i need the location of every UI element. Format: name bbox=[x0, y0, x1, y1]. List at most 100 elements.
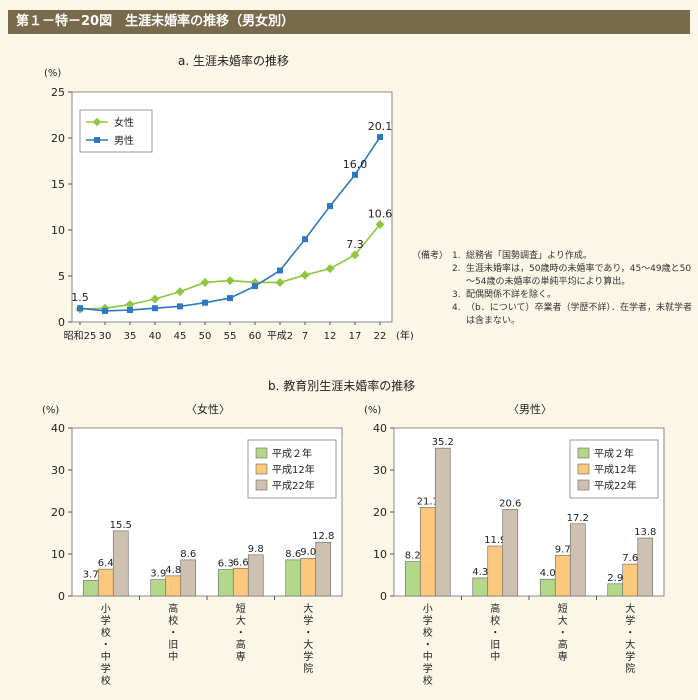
data-point-male bbox=[177, 303, 183, 310]
data-point-male bbox=[277, 267, 283, 274]
note-num: 2. bbox=[452, 264, 461, 274]
data-point-female bbox=[350, 250, 360, 260]
y-tick-label: 0 bbox=[58, 590, 65, 603]
data-label: 16.0 bbox=[343, 158, 368, 171]
category-label-char: 大 bbox=[236, 614, 246, 627]
y-tick-label: 30 bbox=[373, 464, 387, 477]
category-label-char: 専 bbox=[236, 651, 246, 663]
data-point-male bbox=[352, 171, 358, 178]
category-label-char: ・ bbox=[101, 640, 111, 651]
y-tick-label: 5 bbox=[58, 270, 65, 283]
y-tick-label: 0 bbox=[58, 316, 65, 329]
bar bbox=[180, 559, 197, 597]
bar-value-label: 13.8 bbox=[634, 527, 656, 538]
bar bbox=[217, 569, 234, 597]
category-label-char: 短 bbox=[236, 602, 246, 615]
bar bbox=[150, 579, 167, 597]
category-label-char: ・ bbox=[625, 628, 635, 639]
data-point-male bbox=[127, 307, 133, 314]
y-tick-label: 0 bbox=[380, 590, 387, 603]
legend-label: 平成12年 bbox=[594, 463, 637, 476]
bar bbox=[232, 567, 249, 597]
data-label: 1.5 bbox=[71, 291, 89, 304]
y-tick-label: 20 bbox=[51, 506, 65, 519]
category-label-char: 高 bbox=[168, 602, 178, 615]
category-label-char: 校 bbox=[168, 614, 178, 627]
bar bbox=[539, 578, 556, 597]
bar bbox=[419, 507, 436, 597]
bar bbox=[569, 523, 586, 597]
y-tick-label: 10 bbox=[51, 548, 65, 561]
note-num: 1. bbox=[452, 251, 461, 261]
legend-label: 女性 bbox=[114, 116, 134, 129]
bar-value-label: 8.2 bbox=[405, 551, 421, 562]
legend-swatch bbox=[255, 479, 268, 491]
notes-label: （備考） bbox=[412, 251, 449, 261]
category-label-char: 小 bbox=[101, 603, 111, 615]
x-tick-label: 45 bbox=[174, 331, 187, 342]
x-tick-label: 60 bbox=[249, 331, 262, 342]
data-point-male bbox=[102, 307, 108, 314]
bar bbox=[97, 568, 114, 597]
x-tick-label: 昭和25 bbox=[64, 330, 97, 342]
bar bbox=[315, 541, 332, 597]
x-tick-label: 50 bbox=[199, 331, 212, 342]
bar-value-label: 8.6 bbox=[285, 549, 301, 560]
bar bbox=[165, 575, 182, 597]
data-point-male bbox=[327, 203, 333, 210]
data-point-female bbox=[125, 299, 135, 310]
legend-label: 平成22年 bbox=[594, 479, 637, 492]
category-label-char: 高 bbox=[490, 602, 500, 615]
category-label-char: 専 bbox=[558, 651, 568, 663]
category-label-char: 校 bbox=[101, 626, 111, 639]
data-point-female bbox=[175, 287, 185, 297]
bar bbox=[112, 530, 129, 597]
y-tick-label: 10 bbox=[51, 224, 65, 237]
x-tick-label: 22 bbox=[374, 331, 387, 342]
data-label: 7.3 bbox=[346, 238, 364, 251]
bar bbox=[622, 563, 639, 597]
y-tick-label: 20 bbox=[373, 506, 387, 519]
data-point-male bbox=[202, 299, 208, 306]
x-tick-label: 40 bbox=[149, 331, 162, 342]
data-point-male bbox=[227, 295, 233, 302]
category-label-char: 大 bbox=[303, 638, 313, 651]
bar bbox=[300, 557, 317, 597]
category-label-char: 校 bbox=[423, 674, 433, 687]
data-point-male bbox=[77, 305, 83, 312]
bar bbox=[285, 559, 302, 597]
legend-swatch bbox=[577, 479, 590, 491]
legend-swatch bbox=[577, 463, 590, 475]
notes: （備考） 1. 総務省「国勢調査」より作成。 2. 生涯未婚率は，50歳時の未婚… bbox=[412, 250, 696, 328]
category-label-char: 院 bbox=[625, 662, 635, 675]
category-label-char: ・ bbox=[558, 628, 568, 639]
bar-value-label: 8.6 bbox=[180, 549, 196, 560]
category-label-char: 中 bbox=[490, 650, 500, 663]
y-tick-label: 40 bbox=[51, 422, 65, 435]
bar-value-label: 9.7 bbox=[555, 544, 571, 555]
x-tick-label: 55 bbox=[224, 331, 237, 342]
category-label-char: 校 bbox=[101, 674, 111, 687]
category-label-char: ・ bbox=[168, 628, 178, 639]
category-label-char: 大 bbox=[303, 602, 313, 615]
y-tick-label: 25 bbox=[51, 86, 65, 99]
bar-value-label: 35.2 bbox=[432, 437, 454, 448]
data-point-male bbox=[252, 283, 258, 290]
category-label-char: 学 bbox=[303, 614, 313, 627]
x-tick-label: 17 bbox=[349, 331, 362, 342]
category-label-char: 学 bbox=[423, 662, 433, 675]
note-text: 配偶関係不詳を除く。 bbox=[466, 290, 557, 300]
category-label-char: 大 bbox=[625, 602, 635, 615]
category-label-char: 短 bbox=[558, 602, 568, 615]
bar bbox=[472, 577, 489, 597]
line-legend-box bbox=[79, 109, 153, 153]
category-label-char: 中 bbox=[101, 650, 111, 663]
y-tick-label: 20 bbox=[51, 132, 65, 145]
figure-header: 第１－特－20図 生涯未婚率の推移（男女別） bbox=[8, 10, 690, 34]
bar-value-label: 17.2 bbox=[567, 513, 589, 524]
data-point-male bbox=[302, 236, 308, 243]
bar-value-label: 15.5 bbox=[110, 520, 132, 531]
bar-value-label: 21.1 bbox=[417, 496, 439, 507]
bar bbox=[502, 509, 519, 597]
